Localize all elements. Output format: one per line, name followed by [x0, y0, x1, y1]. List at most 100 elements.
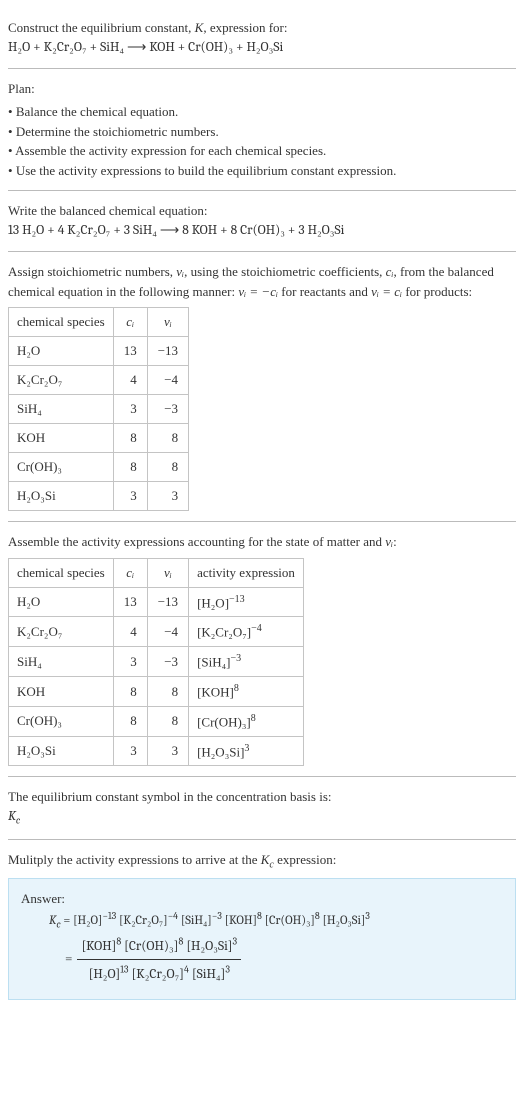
cell: 3 [113, 395, 147, 424]
exp: −13 [229, 594, 245, 605]
t0: [H₂O]−13 [73, 914, 116, 928]
col-activity: activity expression [189, 558, 304, 587]
stoich-table: chemical species cᵢ νᵢ H₂O13−13 K₂Cr₂O₇4… [8, 307, 189, 511]
base: [SiH₄] [197, 654, 230, 669]
d0: [H₂O]13 [89, 967, 129, 982]
kc-symbol-section: The equilibrium constant symbol in the c… [8, 777, 516, 839]
table-row: Cr(OH)₃88[Cr(OH)₃]8 [9, 706, 304, 736]
kc-fraction: = [KOH]8 [Cr(OH)₃]8 [H₂O₃Si]3 [H₂O]13 [K… [65, 932, 503, 987]
base: [Cr(OH)₃] [197, 714, 251, 729]
cell: [H₂O₃Si]3 [189, 736, 304, 766]
intro-section: Construct the equilibrium constant, K, e… [8, 8, 516, 69]
d2: [SiH₄]3 [192, 967, 230, 982]
base: [KOH] [197, 684, 234, 699]
cell: 3 [147, 482, 188, 511]
table-row: KOH 8 8[KOH]8 [9, 676, 304, 706]
exp: 8 [234, 683, 239, 694]
denominator: [H₂O]13 [K₂Cr₂O₇]4 [SiH₄]3 [77, 960, 241, 985]
cell: 8 [147, 676, 188, 706]
kc-sub: c [56, 918, 60, 930]
b: [Cr(OH)₃] [124, 939, 178, 954]
numerator: [KOH]8 [Cr(OH)₃]8 [H₂O₃Si]3 [77, 934, 241, 960]
cell: 3 [147, 736, 188, 766]
plan-item: Assemble the activity expression for eac… [8, 141, 516, 161]
cell: 8 [147, 424, 188, 453]
b: [K₂Cr₂O₇] [119, 914, 168, 928]
cell: 8 [147, 706, 188, 736]
text: : [393, 534, 397, 549]
balanced-equation: 13 H₂O + 4 K₂Cr₂O₇ + 3 SiH₄ ⟶ 8 KOH + 8 … [8, 221, 516, 241]
col-nu: νᵢ [147, 558, 188, 587]
cell: KOH [9, 676, 114, 706]
exp: 3 [244, 743, 249, 754]
cell: K₂Cr₂O₇ [9, 366, 114, 395]
activity-table: chemical species cᵢ νᵢ activity expressi… [8, 558, 304, 767]
intro-text: Construct the equilibrium constant, [8, 20, 195, 35]
nu-symbol: νᵢ [385, 534, 393, 549]
table-row: H₂O13−13 [9, 337, 189, 366]
cell: 8 [113, 424, 147, 453]
exp: 8 [251, 713, 256, 724]
nu-symbol: νᵢ [176, 264, 184, 279]
text: for products: [402, 284, 472, 299]
kc-sub: c [16, 815, 20, 827]
cell: 3 [113, 647, 147, 677]
ci-header: cᵢ [126, 565, 134, 580]
intro-line: Construct the equilibrium constant, K, e… [8, 18, 516, 38]
cell: Cr(OH)₃ [9, 706, 114, 736]
final-section: Mulitply the activity expressions to arr… [8, 840, 516, 1010]
exp: −3 [230, 653, 241, 664]
cell: KOH [9, 424, 114, 453]
plan-list: Balance the chemical equation. Determine… [8, 102, 516, 180]
table-header-row: chemical species cᵢ νᵢ activity expressi… [9, 558, 304, 587]
t1: [K₂Cr₂O₇]−4 [119, 914, 178, 928]
cell: 4 [113, 617, 147, 647]
cell: K₂Cr₂O₇ [9, 617, 114, 647]
e: 13 [120, 963, 128, 975]
e: 3 [225, 963, 230, 975]
cell: −4 [147, 617, 188, 647]
table-row: SiH₄3−3[SiH₄]−3 [9, 647, 304, 677]
e: 3 [233, 935, 238, 947]
plan-item: Balance the chemical equation. [8, 102, 516, 122]
cell: −3 [147, 647, 188, 677]
n1: [Cr(OH)₃]8 [124, 939, 183, 954]
answer-box: Answer: Kc = [H₂O]−13 [K₂Cr₂O₇]−4 [SiH₄]… [8, 878, 516, 1000]
ci-header: cᵢ [126, 314, 134, 329]
cell: SiH₄ [9, 395, 114, 424]
text: for reactants and [278, 284, 371, 299]
cell: −3 [147, 395, 188, 424]
stoich-intro: Assign stoichiometric numbers, νᵢ, using… [8, 262, 516, 301]
table-row: K₂Cr₂O₇4−4[K₂Cr₂O₇]−4 [9, 617, 304, 647]
cell: [K₂Cr₂O₇]−4 [189, 617, 304, 647]
table-row: H₂O₃Si33[H₂O₃Si]3 [9, 736, 304, 766]
table-row: Cr(OH)₃88 [9, 453, 189, 482]
eq1: νᵢ = −cᵢ [238, 284, 278, 299]
col-species: chemical species [9, 308, 114, 337]
col-nu: νᵢ [147, 308, 188, 337]
table-row: H₂O₃Si33 [9, 482, 189, 511]
n0: [KOH]8 [81, 939, 121, 954]
balanced-section: Write the balanced chemical equation: 13… [8, 191, 516, 252]
cell: 8 [113, 453, 147, 482]
e: 4 [184, 963, 189, 975]
base: [H₂O] [197, 595, 229, 610]
b: [H₂O₃Si] [323, 914, 366, 928]
plan-title: Plan: [8, 79, 516, 99]
stoich-section: Assign stoichiometric numbers, νᵢ, using… [8, 252, 516, 522]
answer-label: Answer: [21, 889, 503, 909]
plan-section: Plan: Balance the chemical equation. Det… [8, 69, 516, 192]
b: [Cr(OH)₃] [265, 914, 315, 928]
cell: 3 [113, 736, 147, 766]
b: [H₂O] [73, 914, 102, 928]
plan-item: Determine the stoichiometric numbers. [8, 122, 516, 142]
activity-intro: Assemble the activity expressions accoun… [8, 532, 516, 552]
nu-header: νᵢ [164, 314, 172, 329]
cell: [KOH]8 [189, 676, 304, 706]
b: [KOH] [81, 939, 116, 954]
b: [K₂Cr₂O₇] [132, 967, 185, 982]
cell: H₂O₃Si [9, 736, 114, 766]
n2: [H₂O₃Si]3 [186, 939, 237, 954]
b: [SiH₄] [181, 914, 212, 928]
b: [H₂O] [89, 967, 121, 982]
